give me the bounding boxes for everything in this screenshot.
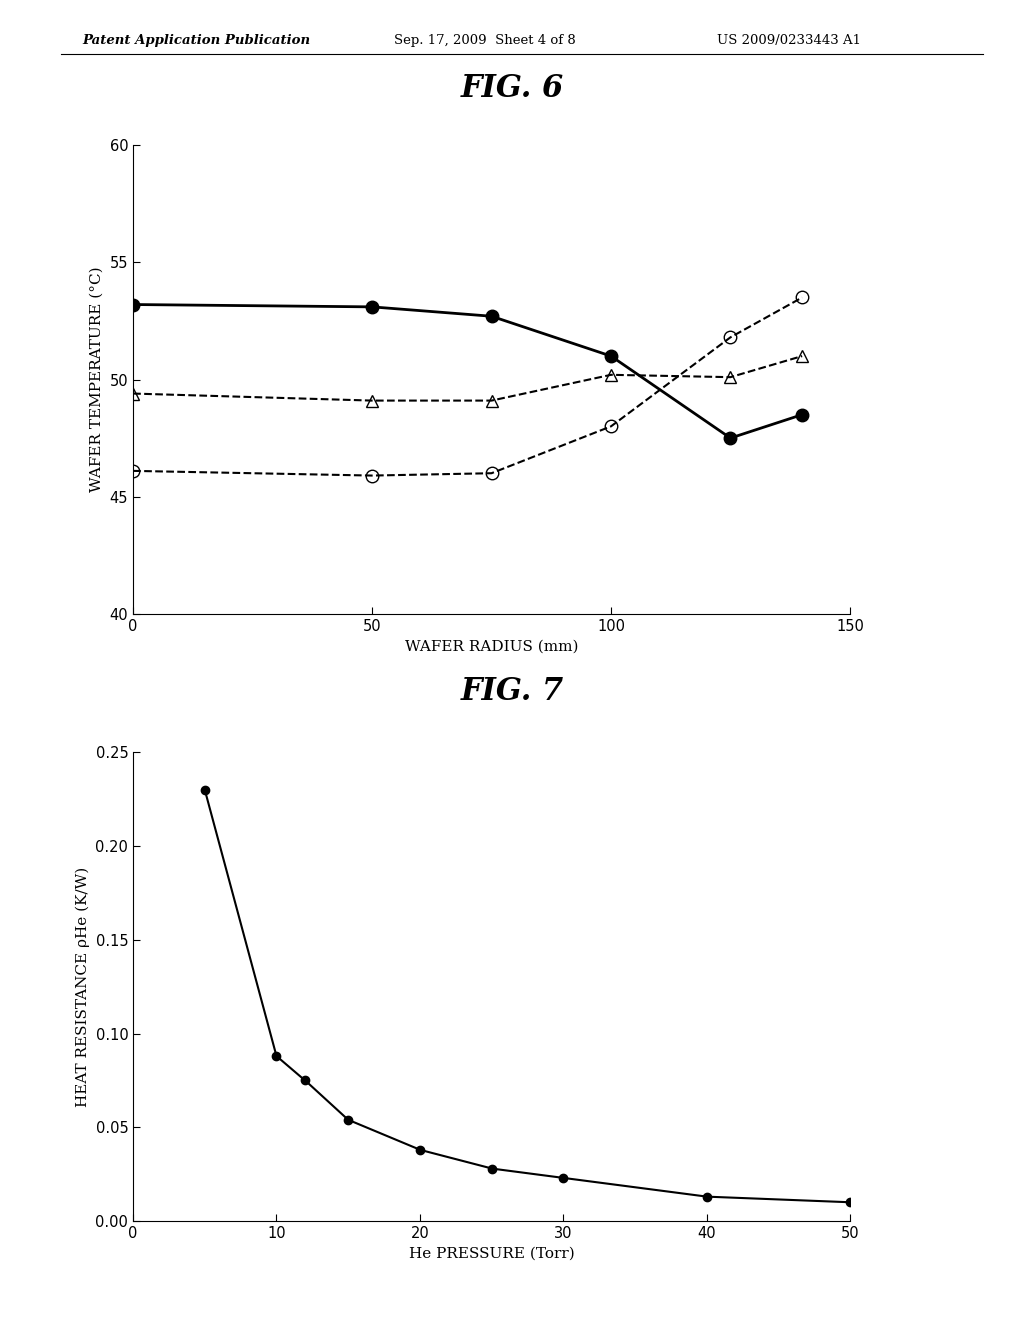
40/10Torr <box>366 467 378 483</box>
Line: 10/40Torr: 10/40Torr <box>127 298 808 445</box>
Y-axis label: WAFER TEMPERATURE (°C): WAFER TEMPERATURE (°C) <box>90 267 104 492</box>
25/25Torr <box>724 370 736 385</box>
40/10Torr <box>605 418 617 434</box>
10/40Torr <box>127 297 139 313</box>
Y-axis label: HEAT RESISTANCE ρHe (K/W): HEAT RESISTANCE ρHe (K/W) <box>76 866 90 1107</box>
Text: Patent Application Publication: Patent Application Publication <box>82 34 310 48</box>
40/10Torr <box>796 289 808 305</box>
X-axis label: He PRESSURE (Torr): He PRESSURE (Torr) <box>409 1246 574 1261</box>
10/40Torr <box>724 430 736 446</box>
Text: Sep. 17, 2009  Sheet 4 of 8: Sep. 17, 2009 Sheet 4 of 8 <box>394 34 575 48</box>
40/10Torr <box>485 466 498 482</box>
Text: US 2009/0233443 A1: US 2009/0233443 A1 <box>717 34 861 48</box>
X-axis label: WAFER RADIUS (mm): WAFER RADIUS (mm) <box>404 639 579 653</box>
25/25Torr <box>366 392 378 408</box>
25/25Torr <box>796 348 808 364</box>
25/25Torr <box>605 367 617 383</box>
40/10Torr <box>724 330 736 346</box>
Line: 40/10Torr: 40/10Torr <box>127 292 808 482</box>
Line: 25/25Torr: 25/25Torr <box>127 350 808 407</box>
25/25Torr <box>485 392 498 408</box>
10/40Torr <box>796 407 808 422</box>
25/25Torr <box>127 385 139 401</box>
Text: FIG. 6: FIG. 6 <box>461 73 563 103</box>
10/40Torr <box>485 309 498 325</box>
40/10Torr <box>127 463 139 479</box>
10/40Torr <box>605 348 617 364</box>
Text: FIG. 7: FIG. 7 <box>461 676 563 706</box>
10/40Torr <box>366 298 378 314</box>
